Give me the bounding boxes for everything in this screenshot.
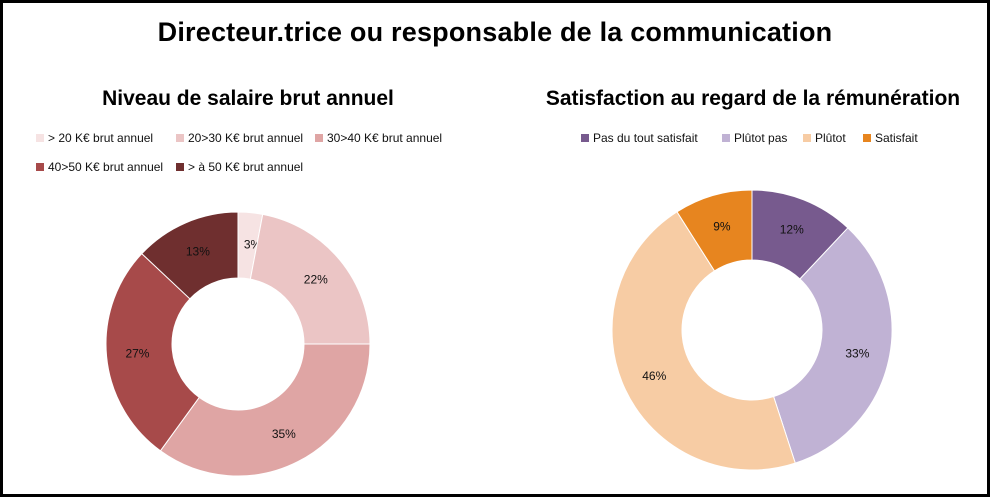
donut-slice xyxy=(105,252,200,452)
legend-item: > à 50 K€ brut annuel xyxy=(176,160,303,174)
satisfaction-chart-title: Satisfaction au regard de la rémunératio… xyxy=(545,87,961,110)
legend-swatch xyxy=(315,134,323,142)
legend-item: 20>30 K€ brut annuel xyxy=(176,131,303,145)
slice-value-label: 27% xyxy=(125,347,149,361)
legend-swatch xyxy=(36,134,44,142)
legend-label: 20>30 K€ brut annuel xyxy=(188,131,304,145)
donut-slice xyxy=(249,213,371,345)
legend-label: Pas du tout satisfait xyxy=(593,131,698,145)
legend-item: 40>50 K€ brut annuel xyxy=(36,160,163,174)
legend-label: Plûtot xyxy=(815,131,846,145)
chart-panel: Directeur.trice ou responsable de la com… xyxy=(3,3,987,494)
legend-swatch xyxy=(176,163,184,171)
legend-label: Plûtot pas xyxy=(734,131,788,145)
legend-swatch xyxy=(722,134,730,142)
satisfaction-donut-chart: 12% 33% 46% 9% xyxy=(611,189,893,471)
donut-slice xyxy=(159,343,371,477)
legend-item: Plûtot xyxy=(803,131,846,145)
legend-label: > 20 K€ brut annuel xyxy=(48,131,154,145)
legend-swatch xyxy=(176,134,184,142)
legend-swatch xyxy=(36,163,44,171)
page-title: Directeur.trice ou responsable de la com… xyxy=(157,17,833,47)
slice-value-label: 35% xyxy=(272,427,296,441)
legend-swatch xyxy=(803,134,811,142)
legend-label: 30>40 K€ brut annuel xyxy=(327,131,443,145)
slice-value-label: 22% xyxy=(304,273,328,287)
slice-value-label: 13% xyxy=(186,244,210,258)
legend-item: Satisfait xyxy=(863,131,918,145)
salary-donut-chart: 3%22%35%27%13% xyxy=(105,211,371,477)
donut-slice xyxy=(611,211,796,471)
legend-item: Pas du tout satisfait xyxy=(581,131,698,145)
salary-chart-title: Niveau de salaire brut annuel xyxy=(102,87,394,110)
legend-label: 40>50 K€ brut annuel xyxy=(48,160,164,174)
slice-value-label: 9% xyxy=(713,219,731,233)
legend-label: Satisfait xyxy=(875,131,918,145)
legend-label: > à 50 K€ brut annuel xyxy=(188,160,304,174)
legend-swatch xyxy=(863,134,871,142)
slice-value-label: 33% xyxy=(845,347,869,361)
donut-slice xyxy=(141,211,239,300)
legend-item: > 20 K€ brut annuel xyxy=(36,131,153,145)
donut-slice xyxy=(676,189,753,272)
legend-item: Plûtot pas xyxy=(722,131,787,145)
legend-swatch xyxy=(581,134,589,142)
legend-item: 30>40 K€ brut annuel xyxy=(315,131,442,145)
slice-value-label: 46% xyxy=(642,369,666,383)
slice-value-label: 12% xyxy=(780,223,804,237)
donut-slice xyxy=(773,227,893,464)
